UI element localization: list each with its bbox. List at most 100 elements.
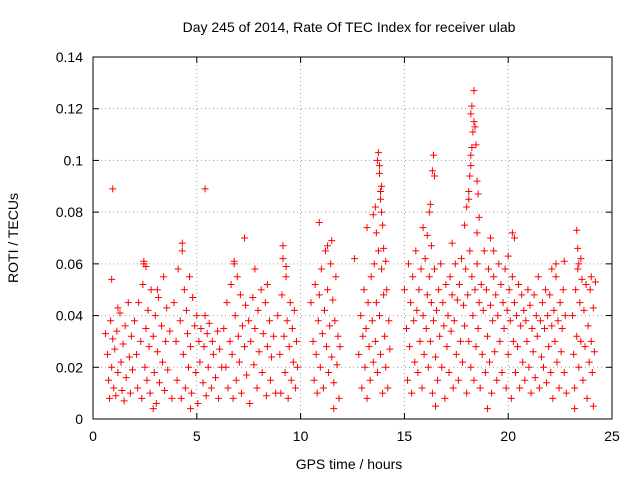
data-point: [372, 229, 380, 237]
data-point: [158, 322, 166, 330]
data-point: [282, 273, 290, 281]
data-point: [446, 273, 454, 281]
data-point: [439, 299, 447, 307]
data-point: [494, 312, 502, 320]
data-point: [425, 273, 433, 281]
data-point: [571, 384, 579, 392]
data-point: [168, 394, 176, 402]
data-point: [515, 281, 523, 289]
data-point: [149, 332, 157, 340]
data-point: [432, 402, 440, 410]
data-point: [311, 281, 319, 289]
data-point: [224, 384, 232, 392]
data-point: [241, 343, 249, 351]
data-point: [466, 247, 474, 255]
data-point: [135, 299, 143, 307]
data-point: [562, 389, 570, 397]
data-point: [366, 376, 374, 384]
data-point: [548, 265, 556, 273]
data-point: [203, 330, 211, 338]
data-point: [573, 226, 581, 234]
data-point: [245, 317, 253, 325]
data-point: [589, 304, 597, 312]
data-point: [364, 299, 372, 307]
data-point: [106, 394, 114, 402]
data-point: [236, 291, 244, 299]
data-point: [586, 286, 594, 294]
data-point: [416, 337, 424, 345]
data-point: [127, 332, 135, 340]
data-point: [139, 281, 147, 289]
y-tick-label: 0.14: [56, 49, 83, 65]
data-point: [191, 322, 199, 330]
data-point: [384, 384, 392, 392]
data-point: [170, 299, 178, 307]
data-point: [587, 273, 595, 281]
data-point: [285, 343, 293, 351]
data-point: [412, 247, 420, 255]
data-point: [195, 337, 203, 345]
data-point: [228, 350, 236, 358]
data-point: [159, 358, 167, 366]
data-point: [476, 384, 484, 392]
data-point: [230, 257, 238, 265]
data-point: [436, 332, 444, 340]
data-point: [385, 317, 393, 325]
data-point: [246, 399, 254, 407]
chart-title: Day 245 of 2014, Rate Of TEC Index for r…: [183, 19, 516, 35]
data-point: [141, 363, 149, 371]
data-point: [180, 286, 188, 294]
data-point: [468, 102, 476, 110]
data-point: [480, 247, 488, 255]
data-point: [497, 281, 505, 289]
data-point: [359, 332, 367, 340]
data-point: [464, 291, 472, 299]
data-point: [441, 394, 449, 402]
data-point: [475, 299, 483, 307]
data-point: [549, 394, 557, 402]
data-point: [404, 376, 412, 384]
data-point: [529, 348, 537, 356]
data-point: [375, 312, 383, 320]
data-point: [125, 353, 133, 361]
data-point: [530, 291, 538, 299]
data-point: [552, 273, 560, 281]
data-point: [277, 389, 285, 397]
data-point: [472, 141, 480, 149]
data-point: [502, 384, 510, 392]
data-point: [466, 172, 474, 180]
data-point: [328, 237, 336, 245]
data-point: [483, 332, 491, 340]
data-point: [261, 299, 269, 307]
data-point: [488, 389, 496, 397]
data-point: [470, 118, 478, 126]
data-point: [187, 405, 195, 413]
data-point: [309, 337, 317, 345]
data-point: [147, 286, 155, 294]
data-point: [128, 366, 136, 374]
data-point: [152, 399, 160, 407]
data-point: [548, 322, 556, 330]
x-tick-label: 20: [500, 428, 516, 444]
data-point: [369, 358, 377, 366]
data-point: [573, 332, 581, 340]
data-point: [555, 384, 563, 392]
data-point: [527, 389, 535, 397]
data-point: [487, 301, 495, 309]
data-point: [514, 343, 522, 351]
data-point: [319, 384, 327, 392]
grid-lines: [93, 57, 612, 419]
data-point: [122, 374, 130, 382]
data-point: [577, 337, 585, 345]
data-point: [284, 394, 292, 402]
data-point: [144, 306, 152, 314]
data-point: [587, 337, 595, 345]
data-point: [473, 260, 481, 268]
data-point: [209, 350, 217, 358]
data-point: [582, 281, 590, 289]
data-point: [179, 350, 187, 358]
data-point: [182, 306, 190, 314]
data-point: [235, 358, 243, 366]
data-point: [367, 273, 375, 281]
data-point: [454, 376, 462, 384]
